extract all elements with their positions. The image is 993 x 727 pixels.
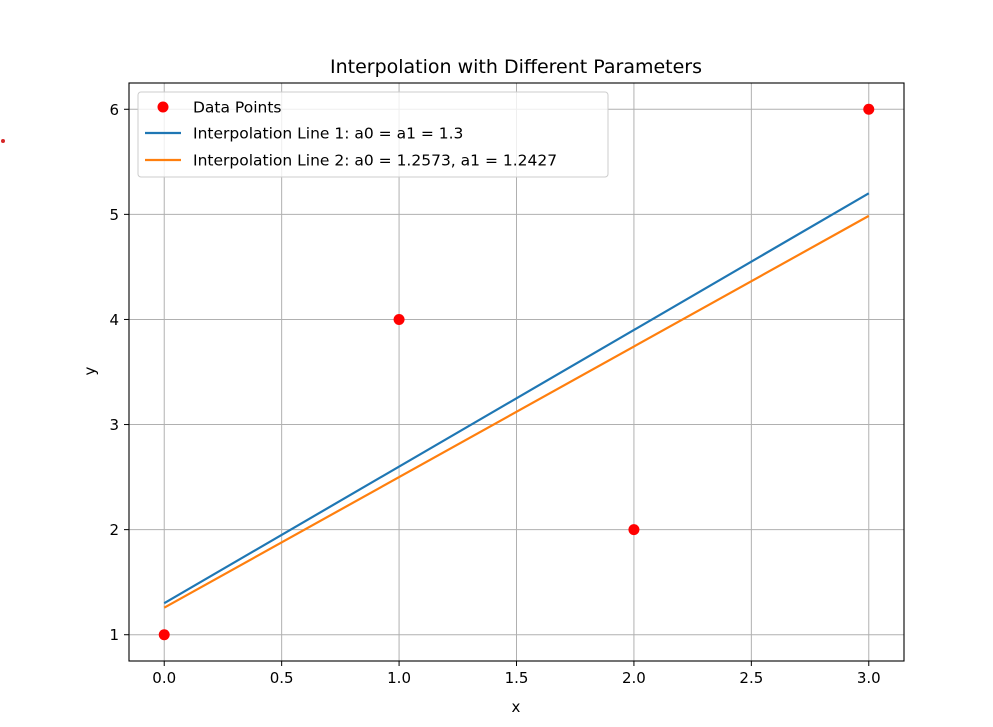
legend-label-data-points: Data Points (193, 99, 282, 117)
x-axis-label: x (512, 698, 521, 716)
data-point (393, 313, 405, 325)
series-line-interpolation-2 (163, 214, 870, 609)
y-tick-label: 2 (109, 521, 119, 539)
legend-marker-data-points (157, 101, 169, 113)
x-tick-label: 2.5 (739, 669, 763, 687)
series-line-interpolation-1 (163, 192, 870, 605)
legend-box (137, 91, 609, 178)
chart-title: Interpolation with Different Parameters (330, 56, 702, 78)
legend-label-interpolation-1: Interpolation Line 1: a0 = a1 = 1.3 (193, 125, 463, 143)
legend-label-interpolation-2: Interpolation Line 2: a0 = 1.2573, a1 = … (193, 152, 557, 170)
data-point (628, 524, 640, 536)
x-tick-label: 1.5 (505, 669, 529, 687)
y-tick-label: 4 (109, 311, 119, 329)
y-tick-label: 1 (109, 626, 119, 644)
stray-marker (1, 139, 5, 143)
y-axis-label: y (81, 366, 99, 375)
grid (129, 83, 904, 661)
x-tick-label: 3.0 (857, 669, 881, 687)
x-tick-label: 0.0 (152, 669, 176, 687)
y-tick-label: 3 (109, 416, 119, 434)
x-tick-label: 0.5 (270, 669, 294, 687)
data-point (863, 103, 875, 115)
plot-series (158, 103, 875, 641)
x-tick-label: 1.0 (387, 669, 411, 687)
axis-ticks: 0.0 0.5 1.0 1.5 2.0 2.5 3.0 1 2 3 4 5 6 (109, 101, 880, 687)
y-tick-label: 5 (109, 206, 119, 224)
legend: Data Points Interpolation Line 1: a0 = a… (137, 91, 609, 178)
y-tick-label: 6 (109, 101, 119, 119)
data-point (158, 629, 170, 641)
x-tick-label: 2.0 (622, 669, 646, 687)
